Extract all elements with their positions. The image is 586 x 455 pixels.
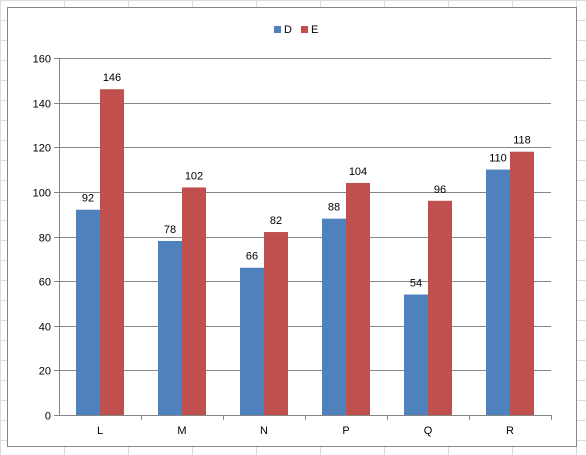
x-tick-label: R	[506, 425, 514, 437]
legend-label-E: E	[311, 24, 318, 36]
x-tick-label: P	[342, 425, 349, 437]
y-tick-label: 0	[45, 411, 51, 423]
y-tick-label: 20	[39, 366, 51, 378]
bars	[76, 89, 534, 416]
data-label: 54	[410, 278, 422, 290]
bar-D-Q[interactable]	[404, 294, 428, 415]
data-label: 82	[270, 215, 282, 227]
bar-D-L[interactable]	[76, 209, 100, 415]
data-label: 102	[185, 170, 203, 182]
y-tick-label: 40	[39, 322, 51, 334]
data-label: 146	[103, 72, 121, 84]
data-label: 118	[513, 135, 531, 147]
bar-D-P[interactable]	[322, 218, 346, 415]
data-label: 104	[349, 166, 367, 178]
clustered-bar-chart: 0 20 40 60 80 100 120 140 160 L M N P Q R 92 146 78 102 66…	[33, 24, 552, 437]
data-label: 78	[164, 224, 176, 236]
legend-swatch-D	[274, 26, 281, 33]
bar-E-R[interactable]	[510, 151, 534, 415]
bar-E-M[interactable]	[182, 187, 206, 415]
legend-swatch-E	[301, 26, 308, 33]
bar-E-Q[interactable]	[428, 200, 452, 415]
gridlines	[59, 58, 551, 371]
x-tick-label: L	[97, 425, 103, 437]
bar-E-N[interactable]	[264, 232, 288, 415]
data-labels: 92 146 78 102 66 82 88 104 54 96 110 118	[82, 72, 531, 289]
x-tick-label: Q	[424, 425, 433, 437]
bar-E-L[interactable]	[100, 89, 124, 416]
y-tick-label: 80	[39, 233, 51, 245]
bar-E-P[interactable]	[346, 182, 370, 415]
data-label: 96	[434, 184, 446, 196]
data-label: 110	[489, 153, 507, 165]
axes: 0 20 40 60 80 100 120 140 160 L M N P Q R	[33, 54, 552, 437]
bar-D-N[interactable]	[240, 267, 264, 415]
data-label: 88	[328, 202, 340, 214]
data-label: 66	[246, 251, 258, 263]
chart-area[interactable]: 0 20 40 60 80 100 120 140 160 L M N P Q R 92 146 78 102 66…	[7, 7, 577, 447]
bar-D-M[interactable]	[158, 240, 182, 415]
y-tick-label: 60	[39, 277, 51, 289]
y-tick-label: 100	[33, 188, 51, 200]
bar-D-R[interactable]	[486, 169, 510, 415]
y-tick-label: 120	[33, 143, 51, 155]
data-label: 92	[82, 193, 94, 205]
legend-label-D: D	[284, 24, 292, 36]
y-tick-label: 160	[33, 54, 51, 66]
y-tick-label: 140	[33, 99, 51, 111]
x-tick-label: N	[260, 425, 268, 437]
x-tick-label: M	[177, 425, 186, 437]
